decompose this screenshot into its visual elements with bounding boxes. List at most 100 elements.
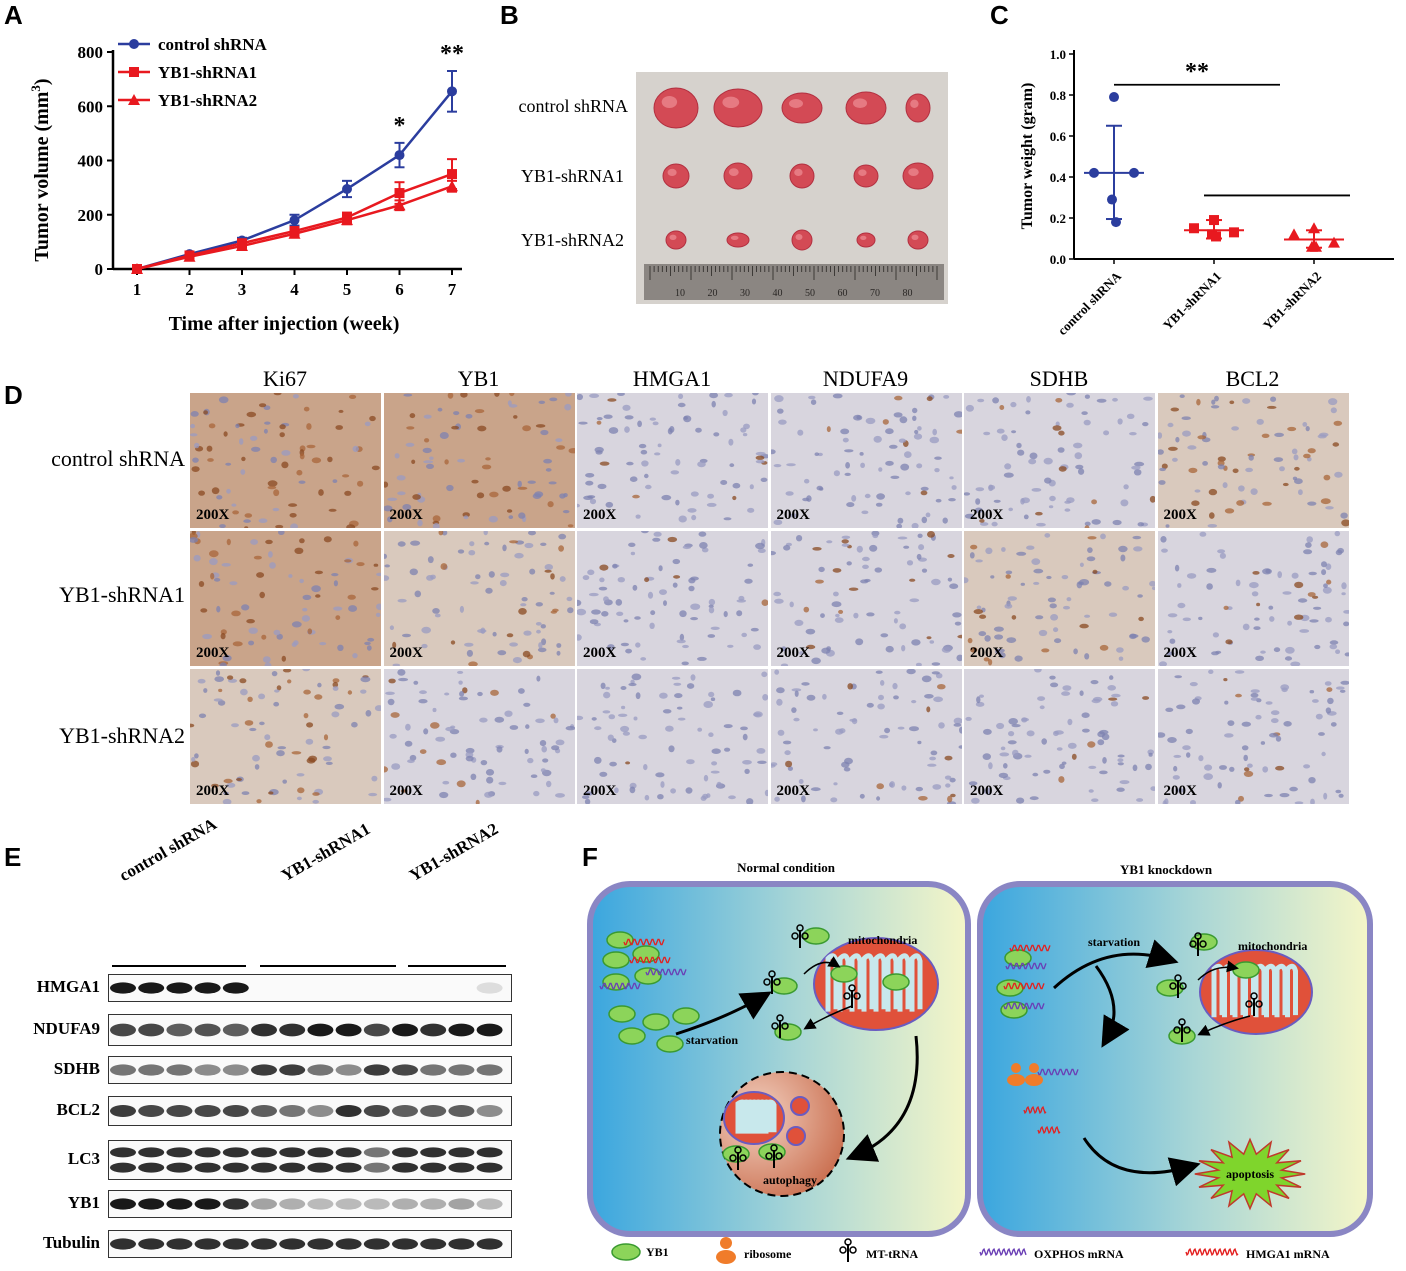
ihc-nucleus bbox=[517, 480, 522, 488]
ihc-nucleus bbox=[456, 780, 466, 788]
ihc-nucleus bbox=[597, 483, 607, 490]
ihc-nucleus bbox=[913, 429, 918, 435]
ihc-nucleus bbox=[1169, 638, 1175, 644]
legend-mt-trna-icon bbox=[839, 1238, 857, 1262]
ihc-nucleus bbox=[394, 453, 400, 459]
ihc-nucleus bbox=[1286, 426, 1296, 432]
wb-group-yb1-1: YB1-shRNA1 bbox=[278, 819, 374, 886]
ihc-nucleus bbox=[1008, 507, 1013, 512]
ihc-nucleus bbox=[710, 770, 720, 774]
ihc-nucleus bbox=[269, 562, 276, 569]
ihc-nucleus bbox=[1297, 489, 1303, 496]
ihc-nucleus bbox=[197, 678, 206, 684]
tumor-sample bbox=[789, 163, 815, 189]
ihc-nucleus bbox=[558, 493, 566, 499]
wb-band bbox=[448, 1162, 475, 1173]
ihc-nucleus bbox=[1320, 561, 1327, 568]
ihc-nucleus bbox=[438, 531, 443, 536]
ihc-nucleus bbox=[608, 714, 616, 720]
ihc-nucleus bbox=[1026, 396, 1031, 403]
ihc-image: 200X bbox=[190, 393, 381, 528]
ihc-nucleus bbox=[1309, 690, 1314, 694]
ihc-nucleus bbox=[1058, 776, 1065, 783]
ihc-nucleus bbox=[762, 694, 768, 701]
ihc-nucleus bbox=[688, 577, 696, 584]
ihc-nucleus bbox=[501, 485, 511, 492]
ihc-nucleus bbox=[1223, 733, 1234, 738]
ihc-nucleus bbox=[876, 703, 885, 710]
ihc-nucleus bbox=[548, 397, 557, 402]
apoptosis-label: apoptosis bbox=[1226, 1167, 1274, 1181]
ihc-nucleus bbox=[969, 552, 975, 559]
ihc-nucleus bbox=[657, 443, 662, 448]
ihc-nucleus bbox=[885, 645, 894, 653]
ihc-nucleus bbox=[562, 510, 569, 514]
ihc-nucleus bbox=[1084, 394, 1090, 399]
ihc-nucleus bbox=[215, 670, 221, 676]
ihc-image: 200X bbox=[770, 669, 962, 804]
ihc-nucleus bbox=[690, 617, 698, 621]
ihc-nucleus bbox=[578, 421, 588, 425]
ihc-nucleus bbox=[468, 541, 474, 547]
yb1-protein bbox=[642, 1013, 670, 1031]
ihc-nucleus bbox=[459, 605, 464, 613]
ihc-nucleus bbox=[965, 716, 972, 721]
ihc-nucleus bbox=[710, 697, 716, 701]
ihc-nucleus bbox=[474, 574, 480, 580]
ihc-nucleus bbox=[306, 722, 314, 728]
ihc-nucleus bbox=[190, 537, 199, 543]
wb-band bbox=[110, 1023, 136, 1037]
ihc-nucleus bbox=[390, 763, 400, 770]
ihc-nucleus bbox=[926, 396, 933, 402]
ihc-nucleus bbox=[823, 746, 831, 750]
chart-a-ytick-label: 800 bbox=[78, 43, 104, 62]
ihc-nucleus bbox=[281, 461, 289, 469]
ihc-nucleus bbox=[640, 657, 647, 661]
ihc-nucleus bbox=[819, 613, 825, 618]
ihc-nucleus bbox=[1053, 730, 1059, 737]
ihc-image: 200X bbox=[770, 531, 962, 666]
ihc-nucleus bbox=[708, 598, 716, 606]
ihc-nucleus bbox=[732, 495, 737, 501]
ihc-nucleus bbox=[871, 533, 878, 539]
ihc-nucleus bbox=[973, 609, 983, 615]
ihc-magnification-label: 200X bbox=[583, 507, 617, 523]
ihc-nucleus bbox=[893, 395, 902, 401]
ihc-nucleus bbox=[221, 563, 231, 567]
ihc-nucleus bbox=[756, 748, 766, 754]
ihc-nucleus bbox=[948, 583, 958, 589]
ihc-nucleus bbox=[641, 460, 649, 467]
ihc-nucleus bbox=[209, 558, 218, 566]
ihc-nucleus bbox=[846, 561, 852, 566]
ihc-nucleus bbox=[1049, 495, 1056, 502]
ihc-nucleus bbox=[899, 463, 909, 471]
mt-trna-icon bbox=[771, 1014, 789, 1038]
ihc-nucleus bbox=[992, 397, 999, 404]
ihc-nucleus bbox=[805, 628, 815, 635]
ihc-nucleus bbox=[622, 731, 630, 736]
ihc-nucleus bbox=[790, 513, 797, 518]
wb-blot-yb1 bbox=[108, 1190, 512, 1218]
wb-band bbox=[307, 1198, 334, 1210]
ihc-nucleus bbox=[1172, 775, 1180, 780]
ihc-nucleus bbox=[276, 685, 282, 691]
ihc-nucleus bbox=[1260, 741, 1265, 745]
ihc-nucleus bbox=[298, 480, 306, 484]
ihc-nucleus bbox=[1317, 434, 1327, 439]
wb-band bbox=[307, 1023, 334, 1037]
ihc-nucleus bbox=[555, 739, 564, 746]
ihc-nucleus bbox=[920, 486, 929, 491]
ihc-nucleus bbox=[318, 489, 324, 496]
ihc-nucleus bbox=[392, 663, 400, 666]
ihc-nucleus bbox=[1088, 765, 1097, 769]
tumor-sample bbox=[905, 93, 931, 123]
chart-a-legend-label: YB1-shRNA1 bbox=[158, 63, 257, 82]
ihc-nucleus bbox=[1248, 454, 1254, 461]
ihc-nucleus bbox=[200, 608, 208, 613]
ihc-nucleus bbox=[422, 728, 428, 735]
ihc-nucleus bbox=[875, 783, 884, 790]
ihc-nucleus bbox=[690, 674, 696, 681]
ihc-nucleus bbox=[470, 773, 476, 780]
ihc-image: 200X bbox=[190, 531, 381, 666]
ihc-nucleus bbox=[629, 476, 638, 482]
